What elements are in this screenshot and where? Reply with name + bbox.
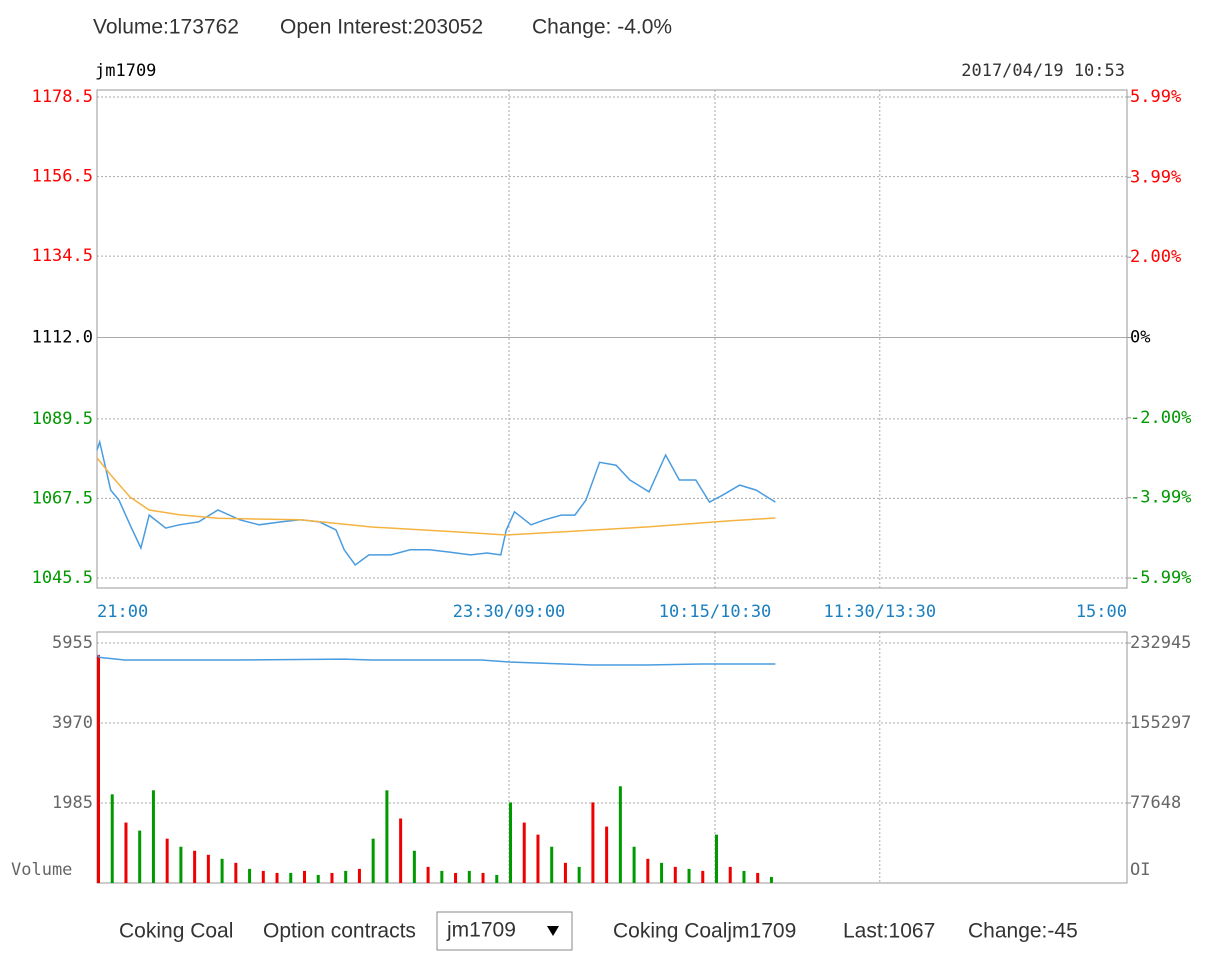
volume-bar — [110, 794, 114, 883]
volume-bar — [467, 870, 471, 883]
volume-bar — [687, 868, 691, 883]
volume-bar — [577, 866, 581, 883]
volume-bar — [728, 866, 732, 883]
volume-bar — [481, 872, 485, 883]
y-tick-label: 3970 — [52, 713, 93, 733]
volume-bar — [357, 868, 361, 883]
y2-tick-label: 155297 — [1130, 713, 1191, 733]
volume-bar — [646, 858, 650, 883]
volume-bar — [522, 822, 526, 883]
volume-bar — [563, 862, 567, 883]
volume-bar — [165, 838, 169, 883]
y-tick-label: 1112.0 — [32, 328, 93, 348]
select-value[interactable]: jm1709 — [446, 919, 516, 942]
y2-tick-label: 5.99% — [1130, 87, 1181, 107]
volume-bar — [605, 826, 609, 883]
volume-label: Volume — [11, 860, 72, 880]
volume-bar — [495, 874, 499, 883]
x-tick-label: 21:00 — [97, 602, 148, 622]
volume-bar — [330, 872, 334, 883]
volume-bar — [97, 654, 100, 883]
volume-bar — [618, 786, 622, 883]
header-open-interest: Open Interest:203052 — [280, 16, 483, 39]
volume-frame — [96, 631, 1128, 884]
symbol: jm1709 — [95, 61, 156, 81]
volume-bar — [536, 834, 540, 883]
y2-tick-label: 3.99% — [1130, 167, 1181, 187]
y2-tick-label: -3.99% — [1130, 488, 1191, 508]
volume-bar — [289, 872, 293, 883]
volume-bar — [261, 870, 265, 883]
volume-bar — [275, 872, 279, 883]
price-line — [96, 439, 776, 567]
select-box[interactable] — [436, 911, 573, 951]
price-frame — [96, 89, 1128, 589]
volume-bar — [426, 866, 430, 883]
volume-bar — [454, 872, 458, 883]
volume-bar — [715, 834, 718, 883]
y-tick-label: 5955 — [52, 633, 93, 653]
volume-bar — [371, 838, 375, 883]
footer-last: Last:1067 — [843, 920, 935, 943]
volume-bar — [742, 870, 746, 883]
volume-bar — [756, 872, 760, 883]
volume-bar — [660, 862, 664, 883]
volume-bar — [385, 790, 389, 883]
header-change: Change: -4.0% — [532, 16, 672, 39]
x-tick-label: 10:15/10:30 — [659, 602, 772, 622]
volume-bar — [412, 850, 416, 883]
volume-bar — [550, 846, 554, 883]
header-volume: Volume:173762 — [93, 16, 239, 39]
y2-tick-label: 2.00% — [1130, 247, 1181, 267]
y2-tick-label: -2.00% — [1130, 408, 1191, 428]
y-tick-label: 1067.5 — [32, 488, 93, 508]
volume-bar — [440, 870, 444, 883]
volume-bar — [248, 868, 252, 883]
volume-bar — [151, 790, 155, 883]
footer-change: Change:-45 — [968, 920, 1078, 943]
contract-select[interactable]: jm1709 — [436, 911, 573, 951]
y-tick-label: 1089.5 — [32, 409, 93, 429]
oi-line — [96, 654, 776, 666]
footer-option-label: Option contracts — [263, 920, 416, 943]
datetime: 2017/04/19 10:53 — [961, 61, 1125, 81]
price-line — [96, 457, 776, 536]
volume-bar — [399, 818, 403, 883]
y2-tick-label: -5.99% — [1130, 568, 1191, 588]
select-arrow[interactable] — [547, 926, 559, 936]
x-tick-label: 15:00 — [1076, 602, 1127, 622]
footer-product: Coking Coal — [119, 920, 233, 943]
volume-bar — [179, 846, 183, 883]
y2-tick-label: 77648 — [1130, 793, 1181, 813]
y2-tick-label: 0% — [1130, 328, 1150, 348]
volume-bar — [124, 822, 128, 883]
y-tick-label: 1178.5 — [32, 87, 93, 107]
volume-bar — [591, 802, 595, 883]
volume-bar — [303, 870, 306, 883]
y-tick-label: 1134.5 — [32, 246, 93, 266]
x-tick-label: 11:30/13:30 — [824, 602, 937, 622]
x-tick-label: 23:30/09:00 — [453, 602, 566, 622]
volume-bar — [206, 854, 210, 883]
volume-bar — [193, 850, 197, 883]
volume-bar — [220, 858, 224, 883]
y-tick-label: 1156.5 — [32, 167, 93, 187]
volume-bar — [316, 874, 320, 883]
volume-bar — [344, 870, 348, 883]
volume-bar — [138, 830, 142, 883]
volume-bar — [234, 862, 238, 883]
volume-bar — [509, 802, 512, 883]
y-tick-label: 1045.5 — [32, 568, 93, 588]
footer-quote-name: Coking Coaljm1709 — [613, 920, 796, 943]
y2-tick-label: 232945 — [1130, 633, 1191, 653]
volume-bar — [632, 846, 636, 883]
oi-label: OI — [1130, 860, 1150, 880]
y-tick-label: 1985 — [52, 793, 93, 813]
volume-bar — [701, 870, 705, 883]
volume-bar — [673, 866, 677, 883]
volume-bar — [769, 876, 773, 883]
